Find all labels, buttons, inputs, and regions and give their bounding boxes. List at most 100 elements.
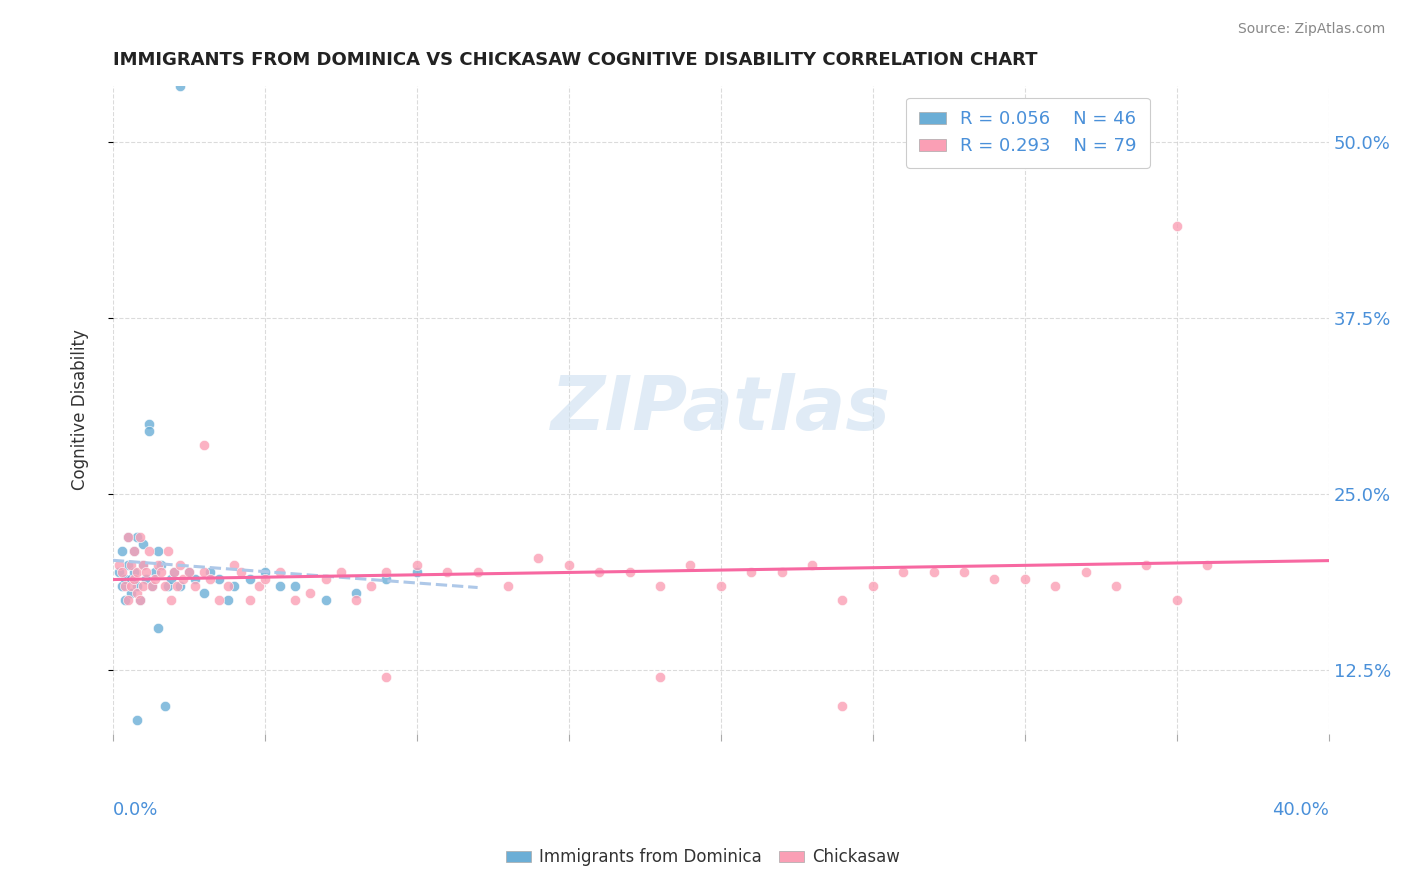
Point (269, 579, 291, 593)
Point (315, 572, 337, 586)
Point (184, 579, 207, 593)
Point (193, 438, 215, 452)
Point (239, 572, 262, 586)
Point (558, 558, 581, 572)
Point (132, 536, 155, 550)
Point (117, 593, 139, 607)
Text: ZIPatlas: ZIPatlas (551, 373, 891, 446)
Point (127, 529, 149, 543)
Point (114, 572, 136, 586)
Point (111, 565, 134, 579)
Point (467, 565, 489, 579)
Point (375, 565, 398, 579)
Point (891, 565, 914, 579)
Point (163, 565, 186, 579)
Point (344, 593, 367, 607)
Point (1166, 219, 1188, 234)
Text: 40.0%: 40.0% (1272, 801, 1329, 820)
Point (117, 529, 139, 543)
Point (953, 565, 976, 579)
Point (284, 593, 307, 607)
Point (208, 593, 231, 607)
Point (166, 579, 188, 593)
Point (132, 558, 155, 572)
Point (177, 565, 200, 579)
Point (831, 593, 853, 607)
Point (1197, 558, 1219, 572)
Point (198, 572, 221, 586)
Point (153, 698, 176, 713)
Point (120, 572, 142, 586)
Point (436, 565, 458, 579)
Point (150, 565, 173, 579)
Point (135, 565, 157, 579)
Point (138, 417, 160, 431)
Text: Source: ZipAtlas.com: Source: ZipAtlas.com (1237, 22, 1385, 37)
Point (156, 543, 179, 558)
Point (710, 579, 733, 593)
Point (127, 586, 149, 600)
Point (922, 565, 945, 579)
Point (801, 558, 824, 572)
Point (740, 565, 762, 579)
Point (315, 593, 337, 607)
Point (198, 565, 221, 579)
Point (122, 543, 145, 558)
Point (120, 586, 142, 600)
Point (163, 565, 186, 579)
Point (169, 78, 191, 93)
Point (122, 565, 145, 579)
Point (141, 579, 163, 593)
Point (127, 565, 149, 579)
Point (148, 621, 170, 635)
Point (177, 565, 200, 579)
Point (145, 572, 167, 586)
Point (1014, 572, 1036, 586)
Point (122, 543, 145, 558)
Point (120, 579, 142, 593)
Point (375, 572, 398, 586)
Point (150, 558, 173, 572)
Point (135, 572, 157, 586)
Point (360, 579, 382, 593)
Point (172, 572, 194, 586)
Point (405, 565, 427, 579)
Point (239, 593, 262, 607)
Point (527, 550, 550, 565)
Point (132, 579, 155, 593)
Point (229, 565, 252, 579)
Point (247, 579, 270, 593)
Point (148, 543, 170, 558)
Point (344, 586, 367, 600)
Point (208, 572, 231, 586)
Point (1105, 579, 1128, 593)
Point (141, 579, 163, 593)
Point (114, 579, 136, 593)
Point (862, 579, 884, 593)
Point (108, 558, 131, 572)
Point (217, 593, 239, 607)
Point (169, 579, 191, 593)
Point (679, 558, 702, 572)
Point (224, 579, 246, 593)
Point (153, 579, 176, 593)
Point (169, 558, 191, 572)
Point (217, 579, 239, 593)
Point (983, 572, 1005, 586)
Point (588, 565, 610, 579)
Legend: R = 0.056    N = 46, R = 0.293    N = 79: R = 0.056 N = 46, R = 0.293 N = 79 (907, 98, 1150, 168)
Point (299, 586, 322, 600)
Point (138, 424, 160, 438)
Y-axis label: Cognitive Disability: Cognitive Disability (72, 329, 89, 490)
Point (253, 565, 276, 579)
Point (132, 558, 155, 572)
Legend: Immigrants from Dominica, Chickasaw: Immigrants from Dominica, Chickasaw (499, 842, 907, 873)
Point (193, 565, 215, 579)
Point (284, 579, 307, 593)
Point (224, 558, 246, 572)
Point (122, 572, 145, 586)
Point (1074, 565, 1097, 579)
Point (159, 593, 181, 607)
Point (619, 565, 641, 579)
Point (129, 593, 152, 607)
